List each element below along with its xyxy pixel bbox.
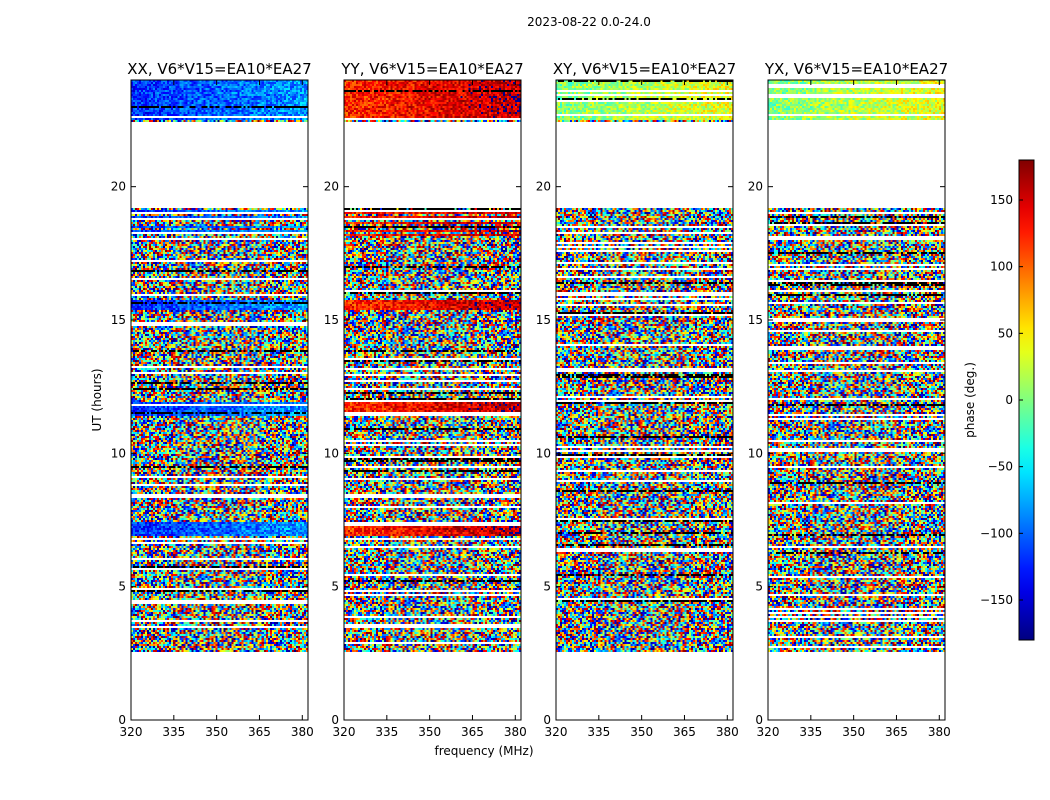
panel-yy: YY, V6*V15=EA10*EA27 320 335 350 365 380 0 5 10 1…	[324, 60, 527, 739]
x-tick-label: 365	[461, 725, 484, 739]
y-tick-label: 10	[536, 446, 551, 460]
y-tick-label: 10	[324, 446, 339, 460]
x-tick-label: 320	[333, 725, 356, 739]
panel-title: XY, V6*V15=EA10*EA27	[553, 60, 736, 78]
panel-title: YX, V6*V15=EA10*EA27	[764, 60, 948, 78]
colorbar-tick-label: −50	[988, 460, 1013, 474]
y-tick-label: 20	[536, 180, 551, 194]
y-tick-label: 15	[536, 313, 551, 327]
x-tick-label: 320	[757, 725, 780, 739]
x-tick-label: 365	[248, 725, 271, 739]
colorbar-tick-label: −100	[980, 526, 1013, 540]
x-tick-label: 380	[928, 725, 951, 739]
colorbar-tick-label: 150	[990, 193, 1013, 207]
heatmap-raster	[131, 80, 308, 720]
plot-frame	[130, 79, 309, 721]
x-tick-label: 335	[799, 725, 822, 739]
y-tick-label: 10	[111, 446, 126, 460]
colorbar: 150 100 50 0 −50 −100 −150	[980, 159, 1035, 641]
plot-frame	[767, 79, 946, 721]
y-tick-label: 20	[324, 180, 339, 194]
x-tick-label: 335	[587, 725, 610, 739]
y-tick-label: 5	[755, 580, 763, 594]
x-tick-label: 365	[885, 725, 908, 739]
panels: XX, V6*V15=EA10*EA27 320 335 350 365 380 0 5 10 1…	[111, 60, 951, 739]
y-tick-label: 5	[118, 580, 126, 594]
y-tick-label: 15	[324, 313, 339, 327]
panel-yx: YX, V6*V15=EA10*EA27 320 335 350 365 380 0 5 10 1…	[748, 60, 951, 739]
x-tick-label: 350	[418, 725, 441, 739]
x-tick-label: 335	[375, 725, 398, 739]
y-tick-label: 20	[111, 180, 126, 194]
y-tick-label: 5	[543, 580, 551, 594]
y-tick-label: 0	[543, 713, 551, 727]
x-tick-label: 365	[673, 725, 696, 739]
colorbar-tick-label: 0	[1005, 393, 1013, 407]
x-tick-label: 380	[291, 725, 314, 739]
y-tick-label: 5	[331, 580, 339, 594]
y-tick-label: 15	[111, 313, 126, 327]
x-tick-label: 320	[545, 725, 568, 739]
y-axis-label: UT (hours)	[90, 368, 104, 431]
x-tick-label: 350	[205, 725, 228, 739]
x-tick-label: 380	[716, 725, 739, 739]
y-tick-label: 10	[748, 446, 763, 460]
x-tick-label: 380	[504, 725, 527, 739]
panel-xy: XY, V6*V15=EA10*EA27 320 335 350 365 380 0 5 10 1…	[536, 60, 739, 739]
x-tick-label: 320	[120, 725, 143, 739]
heatmap-raster	[556, 80, 733, 720]
plot-frame	[555, 79, 734, 721]
colorbar-tick-label: 50	[998, 326, 1013, 340]
panel-xx: XX, V6*V15=EA10*EA27 320 335 350 365 380 0 5 10 1…	[111, 60, 314, 739]
y-tick-label: 15	[748, 313, 763, 327]
heatmap-raster	[768, 80, 945, 720]
colorbar-tick-label: −150	[980, 593, 1013, 607]
x-tick-label: 350	[842, 725, 865, 739]
y-tick-label: 0	[755, 713, 763, 727]
y-tick-label: 0	[118, 713, 126, 727]
plot-frame	[343, 79, 522, 721]
y-tick-label: 0	[331, 713, 339, 727]
y-tick-label: 20	[748, 180, 763, 194]
heatmap-raster	[344, 80, 521, 720]
panel-title: YY, V6*V15=EA10*EA27	[340, 60, 523, 78]
colorbar-tick-label: 100	[990, 260, 1013, 274]
colorbar-label: phase (deg.)	[963, 362, 977, 438]
x-tick-label: 335	[162, 725, 185, 739]
x-tick-label: 350	[630, 725, 653, 739]
panel-title: XX, V6*V15=EA10*EA27	[127, 60, 311, 78]
figure-title: 2023-08-22 0.0-24.0	[527, 15, 651, 29]
x-axis-label: frequency (MHz)	[434, 744, 533, 758]
